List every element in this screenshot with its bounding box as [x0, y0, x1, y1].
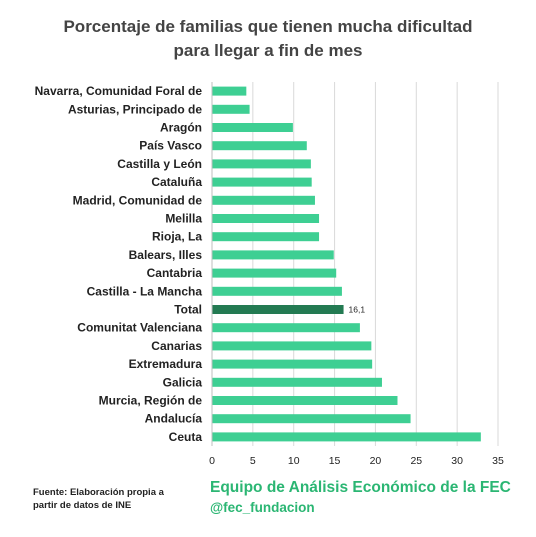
- bar-melilla: [212, 214, 320, 223]
- bar-castilla-la-mancha: [212, 286, 342, 296]
- bar-comunitat-valenciana: [212, 323, 360, 333]
- category-label-aragon: Aragón: [160, 121, 202, 135]
- bar-pais-vasco: [212, 141, 307, 151]
- x-tick-label-0: 0: [209, 455, 215, 467]
- category-label-asturias-principado-de: Asturias, Principado de: [68, 102, 202, 116]
- category-label-canarias: Canarias: [151, 339, 202, 353]
- category-label-ceuta: Ceuta: [169, 430, 203, 444]
- category-label-rioja-la: Rioja, La: [152, 230, 202, 244]
- category-label-galicia: Galicia: [163, 375, 203, 389]
- source-note: Fuente: Elaboración propia a partir de d…: [33, 486, 203, 512]
- bar-ceuta: [212, 432, 481, 442]
- twitter-handle: @fec_fundacion: [210, 500, 315, 515]
- x-tick-label-25: 25: [410, 455, 422, 467]
- bar-castilla-y-leon: [212, 159, 311, 169]
- chart-title-line-2: para llegar a fin de mes: [173, 41, 363, 60]
- data-label-total: 16,1: [349, 305, 366, 315]
- category-label-cantabria: Cantabria: [147, 266, 203, 280]
- category-label-melilla: Melilla: [165, 212, 202, 226]
- bar-galicia: [212, 377, 382, 387]
- bar-murcia-region-de: [212, 396, 398, 405]
- bar-aragon: [212, 123, 293, 132]
- x-tick-label-30: 30: [451, 455, 463, 467]
- category-label-murcia-region-de: Murcia, Región de: [99, 394, 203, 408]
- bar-total: [212, 305, 344, 314]
- category-label-balears-illes: Balears, Illes: [129, 248, 203, 262]
- bar-navarra-comunidad-foral-de: [212, 86, 247, 96]
- category-label-castilla-y-leon: Castilla y León: [117, 157, 202, 171]
- bar-andalucia: [212, 414, 411, 424]
- category-label-cataluna: Cataluña: [151, 175, 202, 189]
- category-label-pais-vasco: País Vasco: [139, 139, 202, 153]
- category-label-total: Total: [174, 303, 202, 317]
- x-tick-label-10: 10: [288, 455, 300, 467]
- bar-madrid-comunidad-de: [212, 195, 315, 205]
- chart-title-line-1: Porcentaje de familias que tienen mucha …: [63, 17, 473, 36]
- bar-canarias: [212, 341, 372, 351]
- x-tick-label-5: 5: [250, 455, 256, 467]
- x-tick-label-15: 15: [329, 455, 341, 467]
- source-line-2: partir de datos de INE: [33, 500, 132, 511]
- category-label-navarra-comunidad-foral-de: Navarra, Comunidad Foral de: [35, 84, 203, 98]
- category-label-andalucia: Andalucía: [145, 412, 203, 426]
- bar-extremadura: [212, 359, 373, 369]
- x-tick-label-35: 35: [492, 455, 504, 467]
- category-label-castilla-la-mancha: Castilla - La Mancha: [87, 284, 203, 298]
- bar-balears-illes: [212, 250, 334, 260]
- category-label-extremadura: Extremadura: [129, 357, 203, 371]
- brand-text: Equipo de Análisis Económico de la FEC: [210, 479, 511, 496]
- x-tick-label-20: 20: [370, 455, 382, 467]
- category-label-madrid-comunidad-de: Madrid, Comunidad de: [73, 193, 203, 207]
- source-line-1: Fuente: Elaboración propia a: [33, 487, 164, 498]
- bar-asturias-principado-de: [212, 104, 250, 114]
- category-label-comunitat-valenciana: Comunitat Valenciana: [77, 321, 202, 335]
- bar-cataluna: [212, 177, 312, 187]
- bar-rioja-la: [212, 232, 320, 242]
- bar-cantabria: [212, 268, 337, 278]
